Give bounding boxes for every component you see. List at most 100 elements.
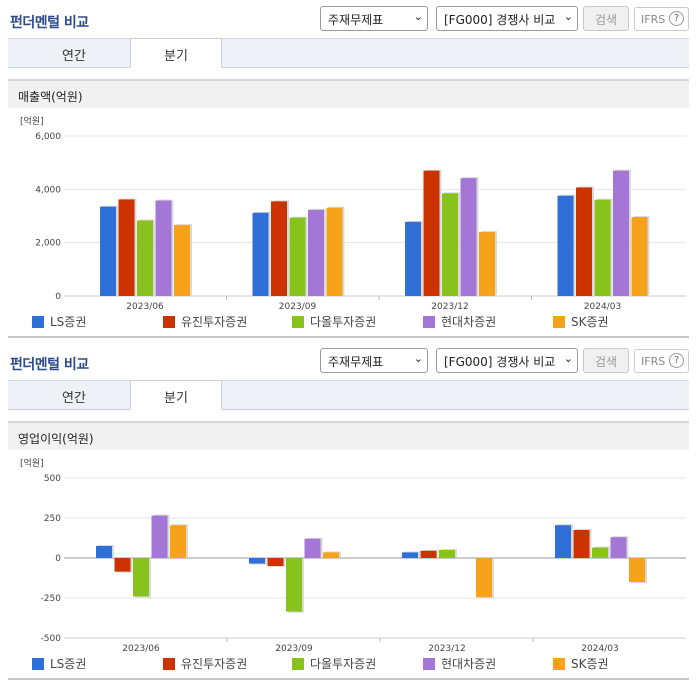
y-tick-label: 6,000 [35, 132, 61, 142]
chevron-down-icon: ⌄ [413, 10, 423, 23]
bar-series-4 [610, 537, 627, 558]
bar-series-3 [289, 217, 306, 296]
legend-swatch [163, 658, 175, 670]
legend-swatch [163, 316, 175, 328]
legend-label: 유진투자증권 [181, 315, 248, 329]
bar-series-3 [592, 547, 608, 558]
bar-series-5 [323, 552, 339, 558]
bar-series-4 [155, 200, 172, 296]
bar-series-2 [114, 558, 131, 572]
legend-label: SK증권 [571, 657, 609, 671]
tab-quarterly[interactable]: 분기 [130, 380, 222, 410]
bar-series-3 [133, 558, 149, 597]
legend-item[interactable]: 현대차증권 [423, 313, 496, 330]
chart-subtitle: 영업이익(억원) [8, 421, 689, 450]
bar-series-1 [555, 525, 571, 558]
legend-swatch [32, 658, 44, 670]
legend-swatch [553, 316, 565, 328]
bar-series-4 [304, 538, 321, 558]
chevron-down-icon: ⌄ [413, 352, 423, 365]
ifrs-info[interactable]: IFRS ? [634, 349, 689, 373]
legend-swatch [292, 658, 304, 670]
legend-swatch [423, 658, 435, 670]
tab-annual[interactable]: 연간 [62, 391, 86, 406]
y-tick-label: 250 [44, 514, 61, 524]
legend-item[interactable]: LS증권 [32, 313, 86, 330]
legend-item[interactable]: 다올투자증권 [292, 655, 376, 672]
y-tick-label: 0 [55, 554, 61, 564]
y-tick-label: 2,000 [35, 239, 61, 249]
bar-series-4 [460, 178, 477, 296]
bar-series-3 [594, 199, 611, 296]
peer-select[interactable]: [FG000] 경쟁사 비교 ⌄ [436, 6, 578, 31]
tab-quarterly[interactable]: 분기 [130, 38, 222, 68]
period-tabs: 연간 분기 [8, 380, 689, 410]
bar-series-2 [573, 530, 590, 558]
chevron-down-icon: ⌄ [561, 352, 573, 365]
page-title: 펀더멘털 비교 [10, 15, 89, 31]
statement-select[interactable]: 주재무제표 ⌄ [320, 348, 428, 373]
bar-series-2 [118, 199, 135, 296]
help-icon[interactable]: ? [669, 11, 684, 26]
tab-annual[interactable]: 연간 [62, 49, 86, 64]
bar-series-5 [476, 558, 492, 598]
x-tick-label: 2023/06 [122, 644, 160, 654]
x-tick-label: 2023/09 [279, 302, 317, 312]
y-tick-label: -250 [41, 594, 62, 604]
bar-series-5 [629, 558, 645, 582]
legend-item[interactable]: 유진투자증권 [163, 655, 247, 672]
y-tick-label: 4,000 [35, 185, 61, 195]
x-tick-label: 2023/06 [126, 302, 164, 312]
x-tick-label: 2023/09 [275, 644, 313, 654]
bar-series-5 [631, 217, 648, 296]
legend-label: 현대차증권 [441, 315, 497, 329]
bar-series-4 [308, 209, 324, 296]
legend-label: 다올투자증권 [310, 315, 377, 329]
bar-series-4 [151, 515, 168, 558]
x-tick-label: 2024/03 [581, 644, 618, 654]
statement-select[interactable]: 주재무제표 ⌄ [320, 6, 428, 31]
legend-label: 현대차증권 [441, 657, 497, 671]
y-tick-label: 500 [44, 474, 61, 484]
legend-item[interactable]: 유진투자증권 [163, 313, 247, 330]
help-icon[interactable]: ? [669, 353, 684, 368]
panel-header: 펀더멘털 비교 주재무제표 ⌄ [FG000] 경쟁사 비교 ⌄ 검색 IFRS… [0, 0, 696, 34]
bar-series-2 [423, 170, 440, 296]
divider [8, 678, 689, 680]
period-tabs: 연간 분기 [8, 38, 689, 68]
panel-header: 펀더멘털 비교 주재무제표 ⌄ [FG000] 경쟁사 비교 ⌄ 검색 IFRS… [0, 342, 696, 376]
search-button[interactable]: 검색 [583, 348, 629, 373]
legend-item[interactable]: 현대차증권 [423, 655, 496, 672]
divider [8, 336, 689, 338]
bar-series-4 [613, 170, 629, 296]
legend-swatch [423, 316, 435, 328]
x-tick-label: 2023/12 [428, 644, 465, 654]
legend-item[interactable]: 다올투자증권 [292, 313, 376, 330]
panel-revenue: 펀더멘털 비교 주재무제표 ⌄ [FG000] 경쟁사 비교 ⌄ 검색 IFRS… [0, 0, 696, 338]
bar-series-1 [100, 206, 116, 296]
chart-legend: LS증권 유진투자증권 다올투자증권 현대차증권 SK증권 [8, 313, 689, 331]
y-tick-label: -500 [41, 634, 62, 644]
bar-series-2 [271, 201, 287, 296]
bar-series-1 [557, 195, 574, 296]
legend-item[interactable]: LS증권 [32, 655, 86, 672]
legend-label: 유진투자증권 [181, 657, 248, 671]
search-button[interactable]: 검색 [583, 6, 629, 31]
chart-subtitle: 매출액(억원) [8, 79, 689, 108]
legend-item[interactable]: SK증권 [553, 655, 609, 672]
legend-swatch [553, 658, 565, 670]
peer-select[interactable]: [FG000] 경쟁사 비교 ⌄ [436, 348, 578, 373]
statement-select-value: 주재무제표 [328, 355, 384, 369]
x-tick-label: 2023/12 [431, 302, 468, 312]
legend-swatch [292, 316, 304, 328]
bar-series-1 [96, 546, 112, 558]
legend-label: SK증권 [571, 315, 609, 329]
ifrs-info[interactable]: IFRS ? [634, 7, 689, 31]
chart-legend: LS증권 유진투자증권 다올투자증권 현대차증권 SK증권 [8, 655, 689, 673]
ifrs-label: IFRS [641, 355, 666, 368]
bar-series-1 [249, 558, 265, 564]
bar-series-2 [420, 550, 437, 558]
statement-select-value: 주재무제표 [328, 13, 384, 27]
legend-item[interactable]: SK증권 [553, 313, 609, 330]
ifrs-label: IFRS [641, 13, 666, 26]
